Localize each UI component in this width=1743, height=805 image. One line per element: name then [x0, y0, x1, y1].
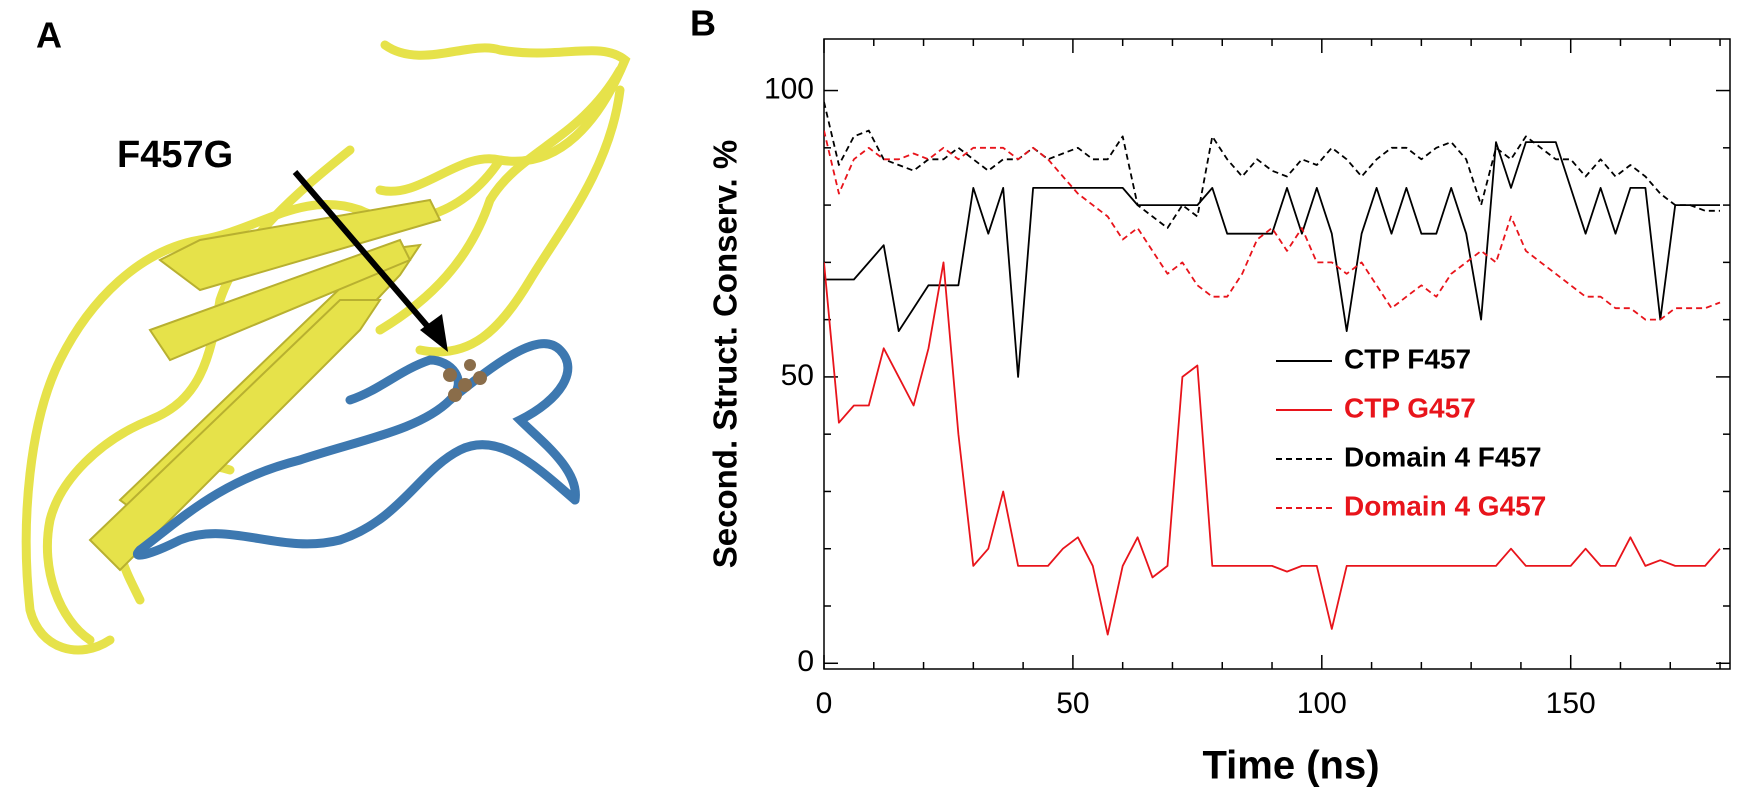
- x-axis-title: Time (ns): [1202, 744, 1379, 788]
- legend-label: CTP F457: [1344, 343, 1471, 374]
- series-line: [824, 141, 1720, 378]
- legend-label: CTP G457: [1344, 392, 1476, 423]
- sheet: [88, 299, 382, 572]
- annotation-arrow: [292, 170, 438, 337]
- loop: [135, 355, 463, 555]
- atom: [443, 368, 457, 382]
- ribbon: [375, 65, 625, 335]
- x-tick-label: 150: [1546, 687, 1596, 720]
- atom: [458, 378, 472, 392]
- ribbon: [415, 85, 625, 357]
- protein-view: A F457G: [21, 15, 631, 655]
- atom: [473, 371, 487, 385]
- yellow-sheets: [88, 198, 442, 572]
- x-tick-label: 50: [1056, 687, 1089, 720]
- y-tick-label: 50: [781, 359, 814, 392]
- series-line: [824, 101, 1720, 229]
- x-tick-label: 100: [1297, 687, 1347, 720]
- panel-label: B: [690, 3, 716, 44]
- y-tick-label: 100: [764, 72, 814, 105]
- y-axis-title: Second. Struct. Conserv. %: [707, 140, 744, 568]
- sheet: [158, 198, 442, 292]
- blue-loop: [133, 339, 580, 560]
- x-tick-label: 0: [816, 687, 833, 720]
- legend-label: Domain 4 G457: [1344, 490, 1546, 521]
- atom: [464, 359, 476, 371]
- y-tick-label: 0: [797, 645, 814, 678]
- side-chain: [443, 359, 487, 402]
- loop: [445, 339, 580, 505]
- plot-frame: [823, 38, 1731, 670]
- sheet: [148, 238, 412, 362]
- annotation: F457G: [117, 134, 233, 176]
- series-line: [824, 261, 1721, 636]
- series-line: [824, 130, 1721, 321]
- arrow-head: [420, 314, 448, 352]
- loop: [133, 440, 580, 560]
- legend-label: Domain 4 F457: [1344, 441, 1542, 472]
- panel-label: A: [36, 15, 62, 56]
- atom: [448, 388, 462, 402]
- ribbon: [375, 40, 631, 196]
